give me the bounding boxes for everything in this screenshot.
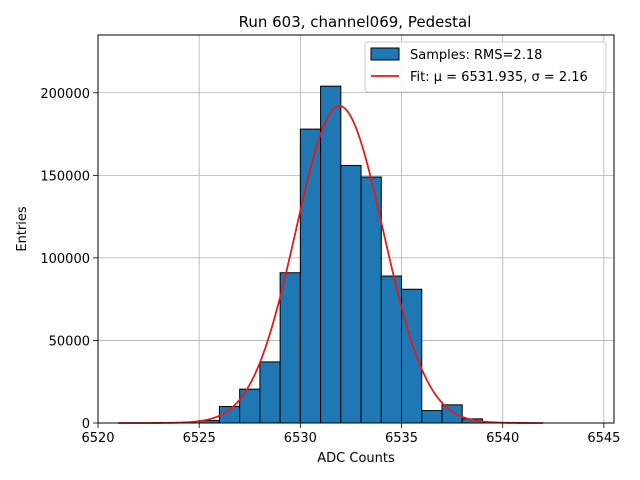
histogram-bar bbox=[320, 85, 342, 424]
x-tick-label: 6540 bbox=[486, 431, 519, 446]
x-tick-label: 6530 bbox=[284, 431, 317, 446]
y-tick-label: 150000 bbox=[40, 169, 90, 184]
x-tick-label: 6545 bbox=[587, 431, 620, 446]
chart-title: Run 603, channel069, Pedestal bbox=[239, 13, 472, 31]
histogram-bars bbox=[198, 85, 483, 424]
x-tick-label: 6520 bbox=[81, 431, 114, 446]
legend: Samples: RMS=2.18 Fit: μ = 6531.935, σ =… bbox=[364, 41, 607, 93]
x-axis-label: ADC Counts bbox=[317, 451, 395, 466]
histogram-bar bbox=[340, 164, 362, 424]
y-tick-label: 0 bbox=[82, 417, 90, 432]
histogram-bar bbox=[401, 288, 423, 424]
histogram-bar bbox=[299, 128, 322, 424]
x-axis-ticks: 6520 6525 6530 6535 6540 6545 bbox=[81, 423, 620, 446]
histogram-bar bbox=[259, 361, 281, 424]
histogram-bar bbox=[421, 410, 443, 424]
histogram-bar bbox=[441, 404, 463, 424]
legend-box bbox=[364, 41, 607, 93]
legend-label-samples: Samples: RMS=2.18 bbox=[410, 48, 542, 63]
y-tick-label: 200000 bbox=[40, 87, 90, 102]
x-tick-label: 6535 bbox=[385, 431, 418, 446]
y-axis-label: Entries bbox=[15, 206, 30, 252]
histogram-bar bbox=[279, 272, 301, 424]
legend-swatch-samples bbox=[370, 47, 400, 61]
y-tick-label: 50000 bbox=[49, 334, 90, 349]
histogram-bar bbox=[360, 176, 382, 424]
y-tick-label: 100000 bbox=[40, 252, 90, 267]
legend-label-fit: Fit: μ = 6531.935, σ = 2.16 bbox=[410, 70, 588, 85]
plot-frame bbox=[97, 34, 615, 424]
gaussian-fit-line bbox=[118, 105, 544, 424]
fit-curve bbox=[118, 105, 544, 424]
y-axis-ticks: 0 50000 100000 150000 200000 bbox=[40, 87, 98, 432]
x-tick-label: 6525 bbox=[183, 431, 216, 446]
